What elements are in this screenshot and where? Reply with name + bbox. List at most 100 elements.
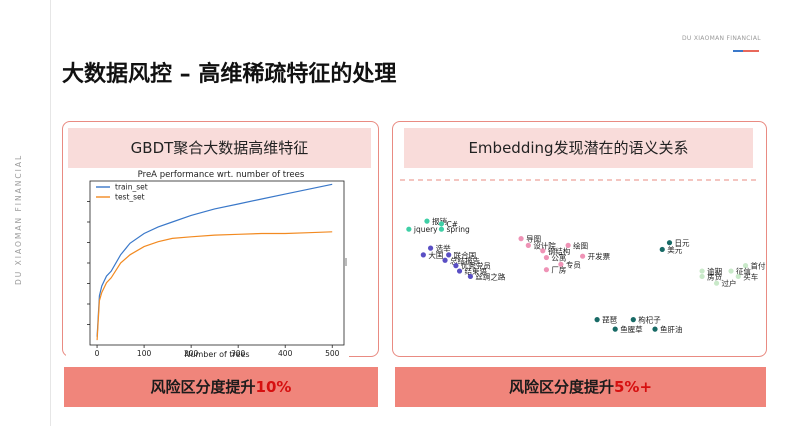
embedding-point xyxy=(427,245,434,251)
embedding-point-label: 结束语 xyxy=(465,266,488,276)
gbdt-result-prefix: 风险区分度提升 xyxy=(150,378,256,396)
x-tick-label: 0 xyxy=(95,349,100,358)
legend-label: train_set xyxy=(115,183,148,192)
series-line-test_set xyxy=(96,231,333,341)
embedding-point xyxy=(659,246,665,253)
side-brand-text: DU XIAOMAN FINANCIAL xyxy=(14,153,23,285)
embedding-panel: Embedding发现潜在的语义关系 xyxy=(392,121,767,357)
brand-accent-bar-blue xyxy=(733,50,743,52)
x-tick-label: 500 xyxy=(325,349,340,358)
gbdt-panel-heading: GBDT聚合大数据高维特征 xyxy=(68,128,371,168)
embedding-point xyxy=(565,242,571,248)
embedding-point-label: 总结报告 xyxy=(450,255,480,265)
slide-title: 大数据风控 – 高维稀疏特征的处理 xyxy=(62,62,397,87)
legend-label: test_set xyxy=(115,193,145,202)
embedding-point xyxy=(580,253,586,259)
embedding-point-label: 公寓 xyxy=(551,253,566,263)
gbdt-chart: PreA performance wrt. number of trees 0 1… xyxy=(66,168,349,359)
embedding-point-label: 琵琶 xyxy=(602,316,618,325)
embedding-point-label: 大国 xyxy=(428,250,443,260)
x-tick-label: 400 xyxy=(278,349,293,358)
x-tick-marks: 0 100 200 300 400 500 xyxy=(95,345,340,358)
embedding-point-label: 日元 xyxy=(675,239,690,248)
embedding-point xyxy=(612,326,618,332)
brand-accent-bar xyxy=(733,50,759,52)
embedding-point-label: 报销 xyxy=(432,216,447,226)
embedding-point xyxy=(699,268,705,274)
embedding-point-label: 设计院 xyxy=(533,240,556,250)
embedding-point-label: 专员 xyxy=(566,259,581,269)
side-divider xyxy=(50,0,51,426)
embedding-point-label: 丝绸之路 xyxy=(475,271,505,281)
corner-brand-text: DU XIAOMAN FINANCIAL xyxy=(682,35,761,42)
embedding-point-label: 买车 xyxy=(743,271,758,281)
embedding-point-label: jquery xyxy=(413,225,438,234)
embedding-point xyxy=(594,317,600,323)
x-tick-label: 100 xyxy=(137,349,152,358)
gbdt-result-value: 10% xyxy=(255,378,292,396)
y-tick-marks xyxy=(87,201,90,325)
x-axis-label: Number of trees xyxy=(184,350,249,358)
embedding-point xyxy=(406,226,412,232)
chart-background xyxy=(66,168,349,358)
x-tick-label: 300 xyxy=(231,349,246,358)
embedding-point-label: 首付 xyxy=(751,261,766,271)
embedding-point-label: 绘图 xyxy=(573,240,588,250)
gbdt-result-bar: 风险区分度提升10% xyxy=(64,367,378,407)
embedding-point xyxy=(518,236,524,242)
embedding-point xyxy=(713,280,720,286)
embedding-point xyxy=(453,263,459,269)
embedding-point xyxy=(699,273,705,280)
embedding-result-bar: 风险区分度提升5%+ xyxy=(395,367,766,407)
embedding-point-label: spring xyxy=(446,225,470,234)
embedding-point xyxy=(456,268,463,274)
series-lines xyxy=(96,183,333,341)
series-line-train_set xyxy=(96,183,333,337)
embedding-point-label: 枸杞子 xyxy=(638,315,661,325)
embedding-point-label: 联合国 xyxy=(454,250,477,260)
embedding-point xyxy=(525,242,531,248)
embedding-point xyxy=(742,263,749,269)
embedding-point xyxy=(438,226,445,232)
embedding-point xyxy=(442,257,448,263)
embedding-point xyxy=(652,326,658,332)
embedding-point-label: 钢结构 xyxy=(548,246,571,256)
embedding-point xyxy=(735,273,741,280)
embedding-point xyxy=(630,317,636,323)
embedding-point-label: 优秀党员 xyxy=(461,261,491,271)
embedding-point-label: C# xyxy=(446,220,458,229)
embedding-point-label: 选举 xyxy=(436,243,451,253)
embedding-point-label: 鱼腥草 xyxy=(620,324,643,334)
embedding-point xyxy=(424,218,430,224)
scroll-mark xyxy=(345,258,347,266)
embedding-point xyxy=(540,248,546,254)
chart-title: PreA performance wrt. number of trees xyxy=(138,170,305,180)
embedding-point xyxy=(420,252,426,258)
embedding-point-label: 征信 xyxy=(736,266,751,276)
embedding-point xyxy=(543,254,550,261)
embedding-point-label: 美元 xyxy=(667,244,682,254)
embedding-point xyxy=(438,221,445,227)
embedding-panel-heading: Embedding发现潜在的语义关系 xyxy=(404,128,753,168)
embedding-point xyxy=(728,268,734,274)
x-tick-label: 200 xyxy=(184,349,199,358)
embedding-result-value: 5%+ xyxy=(613,378,653,396)
embedding-point-label: 过户 xyxy=(722,278,737,288)
embedding-result-prefix: 风险区分度提升 xyxy=(508,378,614,396)
embedding-point-label: 厂房 xyxy=(551,265,566,275)
embedding-point xyxy=(543,267,550,273)
gbdt-chart-svg: PreA performance wrt. number of trees 0 1… xyxy=(66,168,349,359)
embedding-point xyxy=(558,261,564,267)
embedding-point-label: 导图 xyxy=(526,235,541,244)
embedding-point xyxy=(467,273,473,280)
embedding-point-label: 开发票 xyxy=(588,251,611,261)
embedding-point xyxy=(446,252,452,258)
embedding-plot: 报销 C# jquery spring 选举 大国 联合国 总结报告 优秀党员 结束语 丝绸之路 导图… xyxy=(392,168,767,358)
embedding-point xyxy=(666,240,673,246)
embedding-point-label: 鱼肝油 xyxy=(660,324,683,334)
embedding-point-label: 逾期 xyxy=(707,266,722,276)
embedding-point-label: 房贷 xyxy=(707,271,723,281)
